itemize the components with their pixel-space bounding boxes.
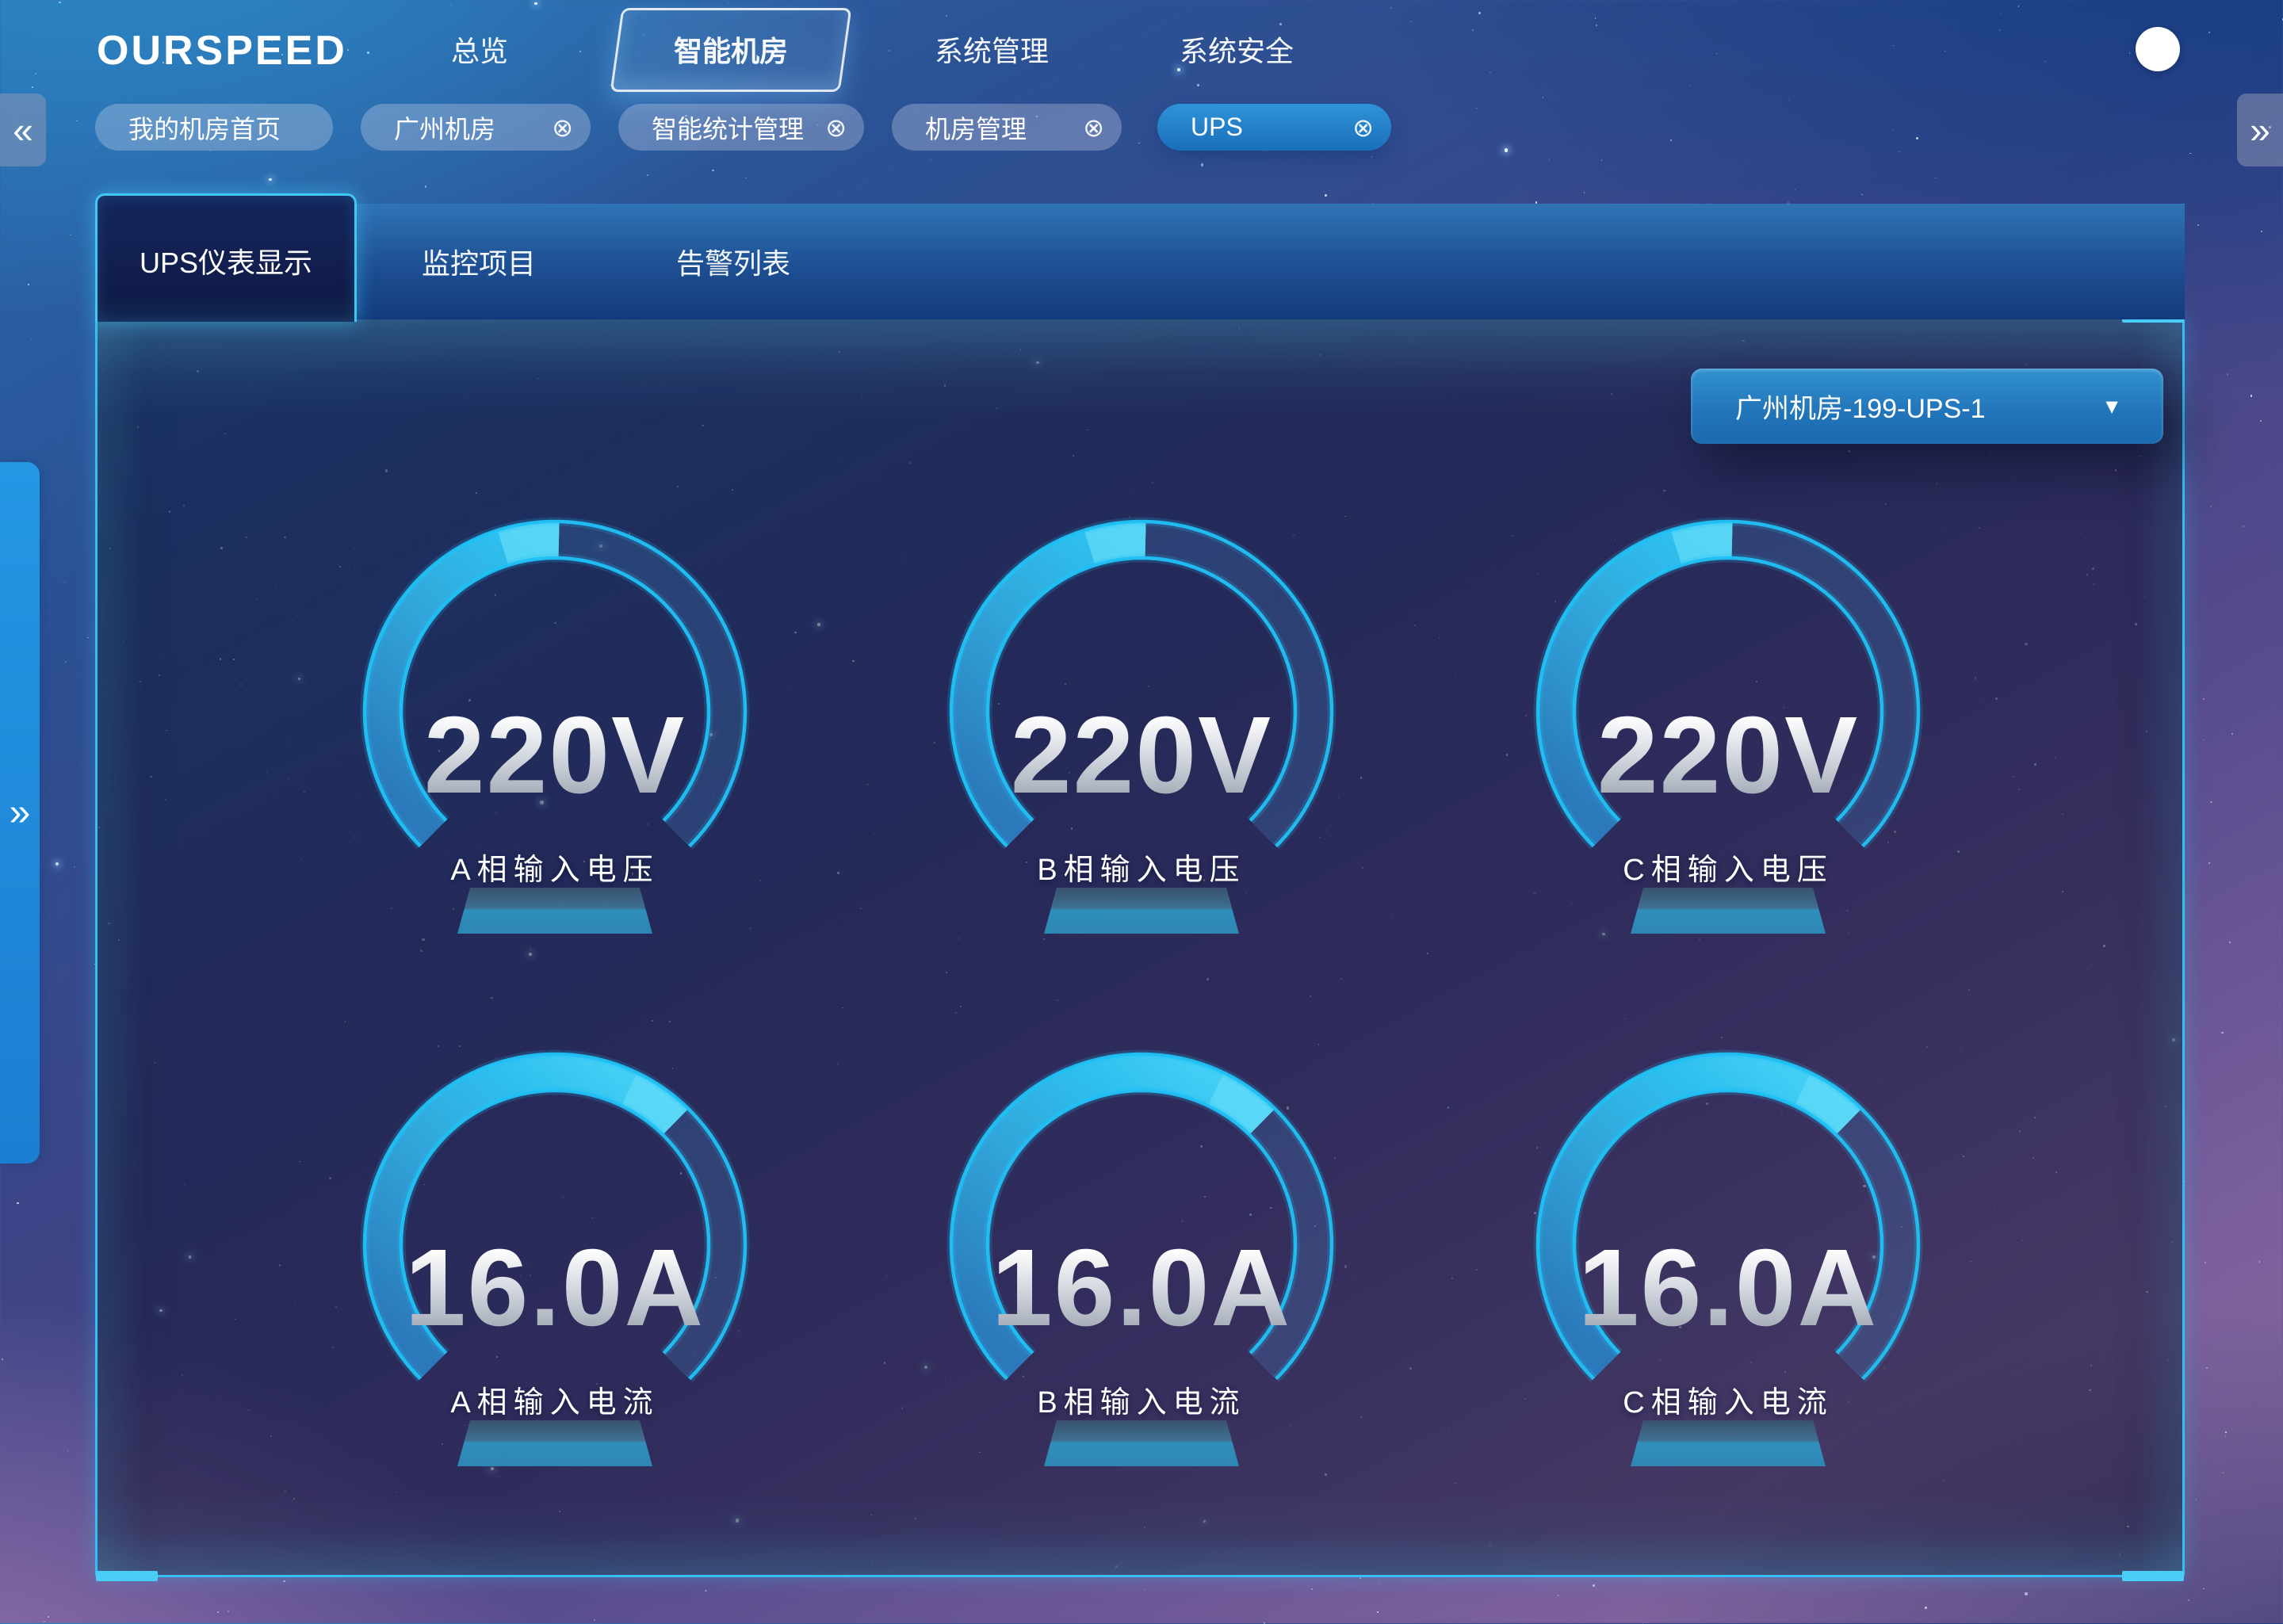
gauge-pedestal xyxy=(1631,1420,1826,1466)
tag-label: UPS xyxy=(1191,113,1243,142)
panel-corner-accent xyxy=(96,1571,158,1581)
gauge-value: 220V xyxy=(357,694,753,817)
panel-corner-accent xyxy=(2122,1571,2184,1581)
breadcrumb-tag-1[interactable]: 广州机房 ⊗ xyxy=(361,104,591,151)
gauge-c-phase-input-current: 16.0A C相输入电流 xyxy=(1530,1046,1926,1478)
chevron-left-icon: « xyxy=(13,109,33,151)
gauge-c-phase-input-voltage: 220V C相输入电压 xyxy=(1530,514,1926,946)
breadcrumb-tag-bar: « » 我的机房首页 广州机房 ⊗ 智能统计管理 ⊗ 机房管理 ⊗ UPS ⊗ xyxy=(0,0,2283,182)
tag-label: 智能统计管理 xyxy=(652,109,804,146)
tag-close-icon[interactable]: ⊗ xyxy=(552,115,573,140)
panel-tab-strip: 监控项目 告警列表 xyxy=(95,204,2185,319)
breadcrumb-tag-ups-active[interactable]: UPS ⊗ xyxy=(1157,104,1391,151)
active-tab-label: UPS仪表显示 xyxy=(140,240,312,281)
tab-alarm-list[interactable]: 告警列表 xyxy=(676,204,790,319)
tag-close-icon[interactable]: ⊗ xyxy=(825,115,847,140)
device-selector-dropdown[interactable]: 广州机房-199-UPS-1 ▼ xyxy=(1691,369,2163,444)
gauge-b-phase-input-voltage: 220V B相输入电压 xyxy=(943,514,1340,946)
gauge-pedestal xyxy=(1044,1420,1239,1466)
tag-label: 我的机房首页 xyxy=(128,109,281,146)
double-chevron-right-icon: » xyxy=(10,791,31,835)
gauge-pedestal xyxy=(1631,888,1826,934)
tab-monitor-items[interactable]: 监控项目 xyxy=(422,204,536,319)
gauge-pedestal xyxy=(457,1420,652,1466)
tab-ups-gauge-display[interactable]: UPS仪表显示 xyxy=(95,193,357,322)
chevron-right-icon: » xyxy=(2250,109,2270,151)
tags-scroll-left-button[interactable]: « xyxy=(0,94,46,166)
breadcrumb-tag-2[interactable]: 智能统计管理 ⊗ xyxy=(618,104,864,151)
gauge-pedestal xyxy=(457,888,652,934)
gauge-value: 220V xyxy=(943,694,1340,817)
gauge-pedestal xyxy=(1044,888,1239,934)
gauge-label: C相输入电压 xyxy=(1530,846,1926,886)
gauge-label: B相输入电流 xyxy=(943,1379,1340,1419)
gauge-value: 16.0A xyxy=(1530,1227,1926,1350)
tag-label: 机房管理 xyxy=(925,109,1027,146)
gauge-label: B相输入电压 xyxy=(943,846,1340,886)
gauge-label: A相输入电流 xyxy=(357,1379,753,1419)
device-selector-value: 广州机房-199-UPS-1 xyxy=(1735,387,1986,426)
gauge-value: 16.0A xyxy=(943,1227,1340,1350)
gauge-label: C相输入电流 xyxy=(1530,1379,1926,1419)
gauge-label: A相输入电压 xyxy=(357,846,753,886)
gauge-a-phase-input-current: 16.0A A相输入电流 xyxy=(357,1046,753,1478)
gauge-value: 220V xyxy=(1530,694,1926,817)
sidebar-expand-bar[interactable]: » xyxy=(0,462,40,1164)
breadcrumb-tag-3[interactable]: 机房管理 ⊗ xyxy=(892,104,1122,151)
gauge-a-phase-input-voltage: 220V A相输入电压 xyxy=(357,514,753,946)
breadcrumb-tag-home[interactable]: 我的机房首页 xyxy=(95,104,333,151)
tags-scroll-right-button[interactable]: » xyxy=(2237,94,2283,166)
chevron-down-icon: ▼ xyxy=(2101,394,2122,418)
tag-close-icon[interactable]: ⊗ xyxy=(1352,115,1374,140)
tag-label: 广州机房 xyxy=(394,109,495,146)
gauge-b-phase-input-current: 16.0A B相输入电流 xyxy=(943,1046,1340,1478)
gauge-value: 16.0A xyxy=(357,1227,753,1350)
tag-close-icon[interactable]: ⊗ xyxy=(1083,115,1104,140)
